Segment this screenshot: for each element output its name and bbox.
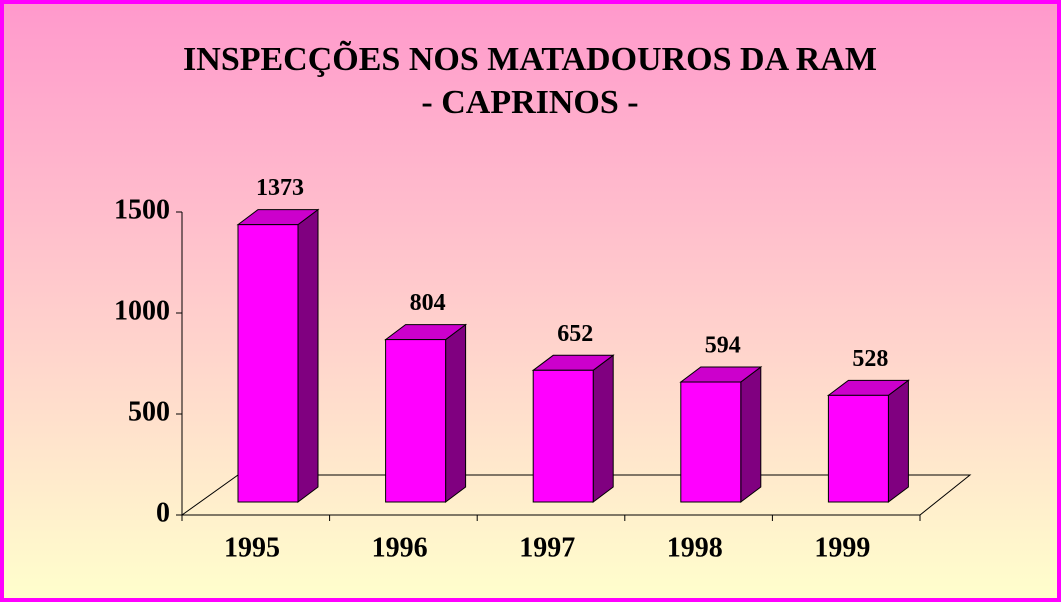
bar-side (297, 208, 319, 503)
x-tick-label: 1998 (667, 532, 723, 563)
chart-title: INSPECÇÕES NOS MATADOUROS DA RAM (183, 40, 877, 78)
y-tick-label: 500 (128, 396, 170, 427)
bar (680, 381, 742, 503)
x-tick-label: 1999 (814, 532, 870, 563)
chart-subtitle: - CAPRINOS - (421, 84, 638, 121)
bar (827, 394, 889, 503)
value-label: 804 (410, 290, 446, 316)
y-tick-label: 0 (156, 497, 170, 528)
value-label: 1373 (256, 175, 304, 201)
x-tick-label: 1996 (372, 532, 428, 563)
x-tick-label: 1995 (224, 532, 280, 563)
y-tick-label: 1000 (114, 295, 170, 326)
bar (532, 369, 594, 503)
bar-side (445, 323, 467, 503)
bar (385, 339, 447, 503)
bar-side (592, 354, 614, 503)
value-label: 652 (557, 321, 593, 347)
bar-side (887, 379, 909, 503)
value-label: 594 (705, 333, 741, 359)
x-tick-label: 1997 (519, 532, 575, 563)
y-tick-label: 1500 (114, 194, 170, 225)
value-label: 528 (852, 346, 888, 372)
bar (237, 224, 299, 503)
bar-side (740, 366, 762, 503)
